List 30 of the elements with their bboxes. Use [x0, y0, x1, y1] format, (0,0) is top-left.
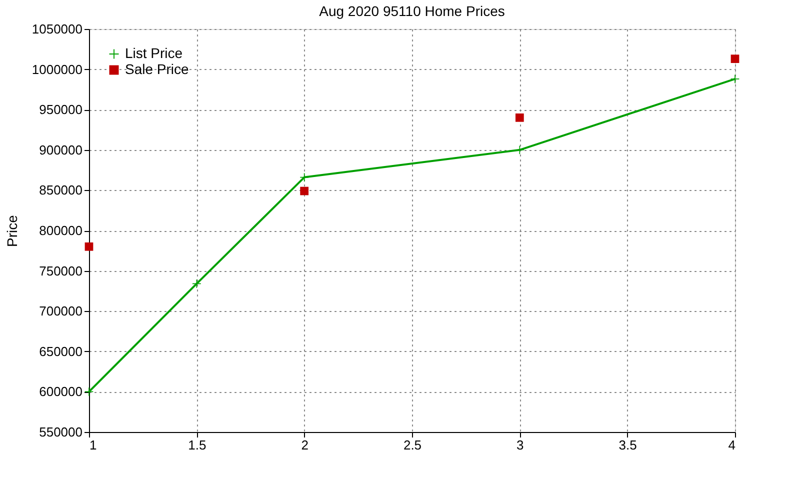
y-tick-label: 900000 [39, 142, 82, 158]
y-tick-label: 550000 [39, 424, 82, 440]
point [192, 280, 201, 288]
point [84, 388, 94, 396]
y-tick-label: 800000 [39, 223, 82, 238]
y-axis-title: Price [4, 214, 20, 247]
x-tick-label: 4 [728, 438, 736, 452]
legend-label: List Price [125, 45, 183, 61]
y-tick-label: 600000 [39, 384, 82, 400]
point [300, 173, 309, 182]
legend-label: Sale Price [125, 61, 190, 77]
y-tick-label: 1000000 [32, 62, 82, 77]
x-tick-label: 1 [90, 438, 97, 452]
point [300, 186, 309, 196]
point [84, 242, 94, 251]
chart-title: Aug 2020 95110 Home Prices [319, 3, 505, 19]
y-tick-label: 650000 [39, 344, 82, 359]
y-tick-label: 700000 [39, 304, 82, 319]
x-tick-label: 3.5 [618, 438, 637, 452]
y-tick-label: 950000 [39, 102, 82, 118]
y-tick-label: 750000 [39, 263, 82, 278]
point [730, 74, 740, 84]
x-tick-label: 3 [516, 438, 524, 452]
x-tick-label: 2 [301, 438, 308, 452]
y-tick-label: 850000 [39, 182, 82, 198]
x-tick-label: 2.5 [403, 438, 422, 452]
x-tick-label: 1.5 [188, 438, 206, 452]
y-tick-label: 1050000 [32, 22, 82, 36]
point [730, 54, 740, 64]
point [515, 113, 524, 122]
